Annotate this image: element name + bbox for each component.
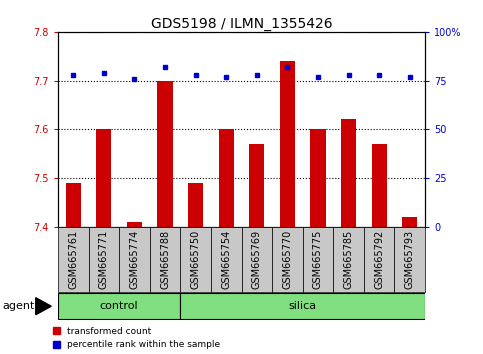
Text: GSM665750: GSM665750 <box>191 230 200 289</box>
Bar <box>219 129 234 227</box>
Legend: transformed count, percentile rank within the sample: transformed count, percentile rank withi… <box>53 327 220 349</box>
Text: GSM665785: GSM665785 <box>343 230 354 289</box>
Bar <box>272 227 303 292</box>
Bar <box>211 227 242 292</box>
Bar <box>280 61 295 227</box>
Text: silica: silica <box>289 301 317 311</box>
Bar <box>127 222 142 227</box>
Bar <box>311 129 326 227</box>
Text: GSM665775: GSM665775 <box>313 230 323 289</box>
Bar <box>242 227 272 292</box>
Bar <box>119 227 150 292</box>
Polygon shape <box>36 298 51 315</box>
Text: GSM665761: GSM665761 <box>68 230 78 289</box>
Bar <box>66 183 81 227</box>
Bar <box>150 227 180 292</box>
Text: GSM665771: GSM665771 <box>99 230 109 289</box>
Bar <box>371 144 387 227</box>
Bar <box>157 80 173 227</box>
Text: GSM665774: GSM665774 <box>129 230 140 289</box>
Bar <box>180 293 425 319</box>
Text: control: control <box>100 301 139 311</box>
Bar <box>364 227 395 292</box>
Text: agent: agent <box>2 301 35 311</box>
Text: GSM665769: GSM665769 <box>252 230 262 289</box>
Bar <box>188 183 203 227</box>
Bar <box>58 227 88 292</box>
Bar <box>333 227 364 292</box>
Text: GSM665788: GSM665788 <box>160 230 170 289</box>
Title: GDS5198 / ILMN_1355426: GDS5198 / ILMN_1355426 <box>151 17 332 31</box>
Bar <box>88 227 119 292</box>
Bar <box>96 129 112 227</box>
Bar <box>303 227 333 292</box>
Text: GSM665792: GSM665792 <box>374 230 384 289</box>
Text: GSM665754: GSM665754 <box>221 230 231 289</box>
Bar <box>58 293 180 319</box>
Text: GSM665793: GSM665793 <box>405 230 415 289</box>
Bar <box>249 144 265 227</box>
Bar <box>402 217 417 227</box>
Bar <box>341 119 356 227</box>
Bar <box>180 227 211 292</box>
Text: GSM665770: GSM665770 <box>283 230 292 289</box>
Bar <box>395 227 425 292</box>
